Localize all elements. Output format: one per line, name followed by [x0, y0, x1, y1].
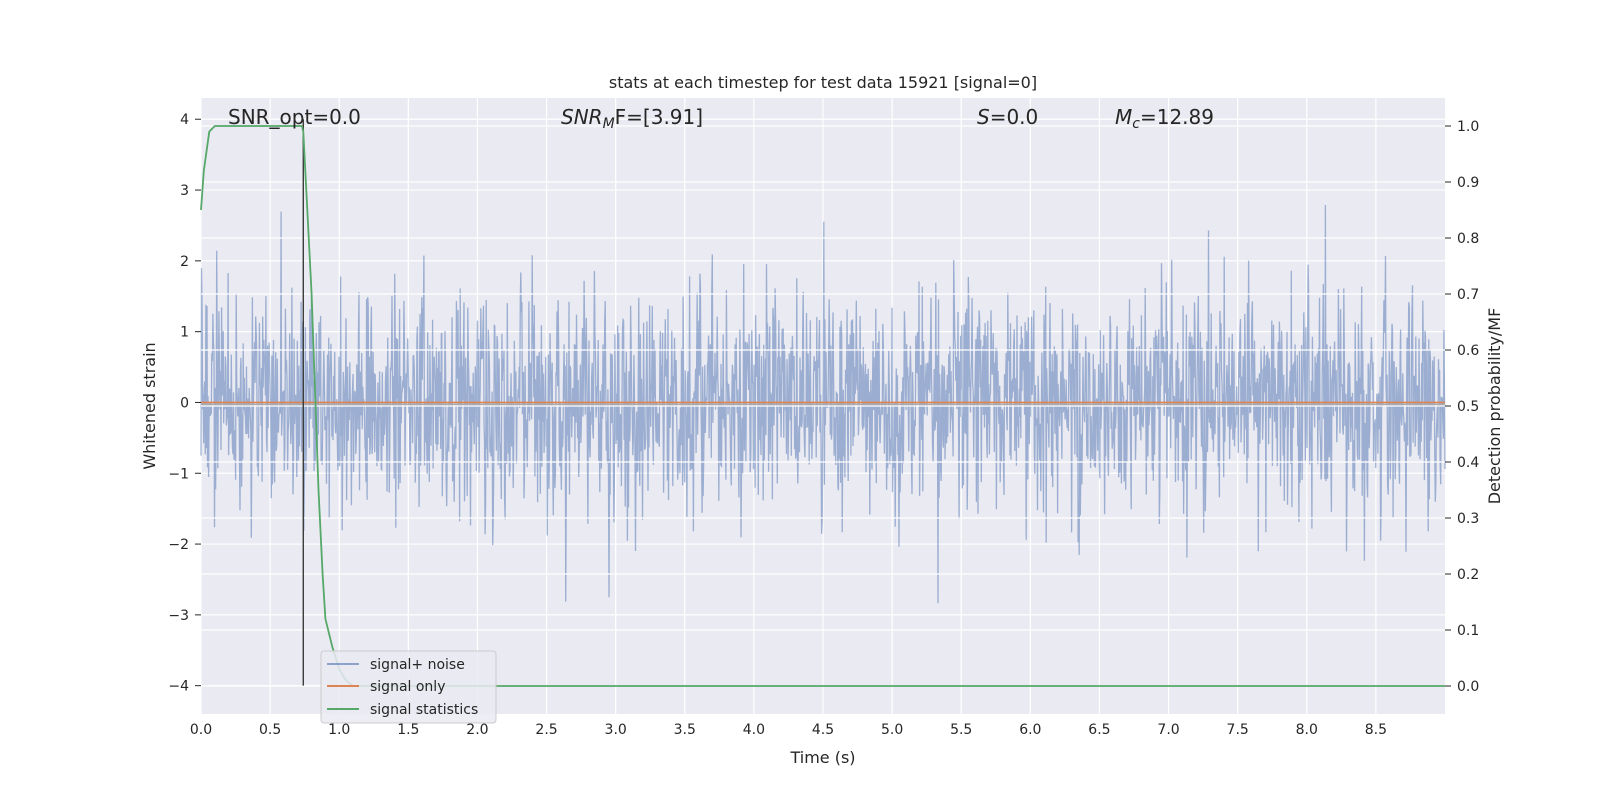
s-stat-main: S	[977, 105, 990, 129]
x-tick-label: 8.0	[1296, 722, 1318, 738]
annotation-snr-opt: SNR_opt=0.0	[228, 105, 361, 129]
y-tick-label: 4	[180, 112, 189, 128]
x-tick-label: 0.0	[190, 722, 212, 738]
x-tick-label: 3.5	[674, 722, 696, 738]
x-tick-label: 1.0	[328, 722, 350, 738]
x-tick-label: 7.5	[1227, 722, 1249, 738]
x-tick-label: 4.0	[743, 722, 765, 738]
x-tick-label: 2.5	[535, 722, 557, 738]
legend: signal+ noise signal only signal statist…	[320, 650, 497, 724]
y-tick-label: 0	[180, 395, 189, 411]
y2-axis-label: Detection probability/MF	[1485, 308, 1504, 505]
y-tick-label: −3	[168, 608, 189, 624]
x-tick-label: 3.0	[605, 722, 627, 738]
y-axis-label: Whitened strain	[140, 342, 159, 469]
y-tick-label: −4	[168, 679, 189, 695]
x-ticks: 0.0 0.5 1.0 1.5 2.0 2.5 3.0 3.5 4.0 4.5 5.0 5.5 6.0 6…	[190, 722, 1387, 738]
snr-mf-sub: M	[603, 116, 615, 132]
mc-rest: =12.89	[1140, 105, 1214, 129]
x-tick-label: 5.0	[881, 722, 903, 738]
y2-tick-label: 0.2	[1457, 567, 1479, 583]
chart-title: stats at each timestep for test data 159…	[609, 73, 1037, 92]
x-tick-label: 6.5	[1088, 722, 1110, 738]
mc-main: M	[1115, 105, 1132, 129]
x-axis-label: Time (s)	[789, 748, 855, 767]
series-signal-only	[201, 401, 1445, 406]
legend-box	[320, 650, 497, 724]
legend-label-signal-statistics: signal statistics	[370, 702, 478, 718]
y2-tick-label: 0.0	[1457, 679, 1479, 695]
y2-tick-label: 0.8	[1457, 231, 1479, 247]
y2-tick-label: 0.5	[1457, 399, 1479, 415]
y-tick-label: −2	[168, 537, 189, 553]
y-tick-label: 2	[180, 254, 189, 270]
y2-tick-label: 0.7	[1457, 287, 1479, 303]
y2-tick-label: 1.0	[1457, 119, 1479, 135]
x-tick-label: 7.0	[1157, 722, 1179, 738]
x-tick-label: 0.5	[259, 722, 281, 738]
y2-tick-label: 0.3	[1457, 511, 1479, 527]
y2-tick-label: 0.4	[1457, 455, 1479, 471]
x-tick-label: 4.5	[812, 722, 834, 738]
annotation-snr-mf: SNRMF=[3.91]	[561, 105, 703, 132]
y2-ticks: 1.0 0.9 0.8 0.7 0.6 0.5 0.4 0.3 0.2 0.1 0.0	[1445, 119, 1479, 695]
mc-sub: c	[1132, 116, 1140, 132]
snr-mf-main: SNR	[561, 105, 603, 129]
x-tick-label: 2.0	[466, 722, 488, 738]
x-tick-label: 5.5	[950, 722, 972, 738]
x-tick-label: 6.0	[1019, 722, 1041, 738]
s-stat-rest: =0.0	[990, 105, 1039, 129]
y2-tick-label: 0.9	[1457, 175, 1479, 191]
y-tick-label: 3	[180, 183, 189, 199]
annotation-s-stat: S=0.0	[977, 105, 1038, 129]
y-tick-label: −1	[168, 466, 189, 482]
legend-label-signal-noise: signal+ noise	[370, 657, 465, 673]
annotation-mc: Mc=12.89	[1115, 105, 1214, 132]
y2-tick-label: 0.1	[1457, 623, 1479, 639]
legend-label-signal-only: signal only	[370, 679, 445, 695]
y-tick-label: 1	[180, 325, 189, 341]
x-tick-label: 8.5	[1365, 722, 1387, 738]
y-ticks: 4 3 2 1 0 −1 −2 −3 −4	[168, 112, 201, 695]
snr-mf-rest: F=[3.91]	[615, 105, 703, 129]
y2-tick-label: 0.6	[1457, 343, 1479, 359]
x-tick-label: 1.5	[397, 722, 419, 738]
